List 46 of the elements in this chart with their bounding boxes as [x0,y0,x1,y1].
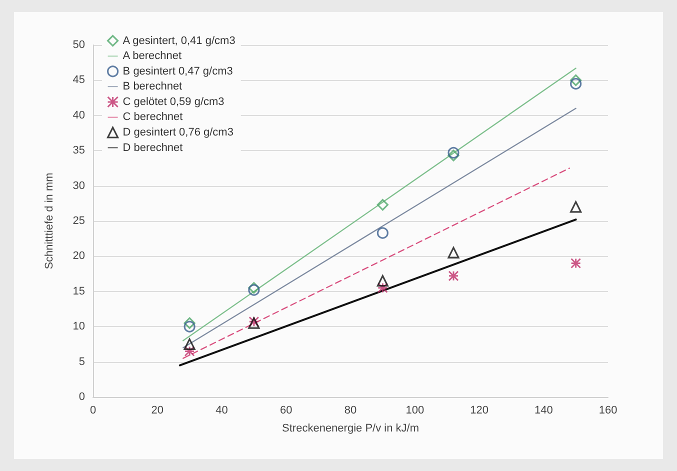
y-tick-label: 40 [72,109,85,122]
y-tick-label: 25 [72,215,85,227]
legend-label: D berechnet [122,142,183,154]
y-tick-label: 10 [72,320,85,333]
point [376,227,388,239]
point [570,201,582,213]
legend-label: B berechnet [122,80,182,93]
y-tick-label: 15 [72,285,85,298]
point [184,317,196,329]
legend-label: A gesintert, 0,41 g/cm3 [122,34,236,47]
point [570,74,582,86]
point [448,146,460,159]
y-tick-label: 5 [78,356,85,368]
point [448,246,460,258]
point [377,282,388,294]
x-tick-label: 60 [280,404,292,416]
legend-label: D gesintert 0,76 g/cm3 [122,126,234,138]
point [184,346,195,356]
y-axis-title: Schnitttiefe d in mm [44,172,56,270]
point [448,270,459,282]
x-axis-title: Streckenenergie P/v in kJ/m [282,422,419,434]
x-tick-label: 100 [406,404,424,416]
x-tick-label: 0 [90,404,96,416]
legend-label: A berechnet [122,50,182,62]
point [570,78,582,90]
point [570,258,582,268]
y-tick-label: 20 [72,250,85,262]
point [184,338,196,350]
legend-label: C berechnet [122,111,183,124]
legend-label: C gelötet 0,59 g/cm3 [122,96,224,108]
x-tick-label: 40 [216,404,228,416]
y-tick-label: 50 [72,39,85,51]
legend-label: B gesintert 0,47 g/cm3 [122,65,233,78]
x-tick-label: 160 [598,404,618,416]
point [376,199,388,211]
point [448,150,460,162]
x-tick-label: 120 [470,404,488,416]
x-tick-label: 80 [344,404,357,416]
x-tick-label: 20 [151,404,164,416]
y-tick-label: 30 [72,180,85,192]
point [184,320,196,332]
y-tick-label: 35 [72,144,85,157]
x-tick-label: 140 [534,404,553,416]
y-tick-label: 45 [72,74,85,86]
y-tick-label: 0 [78,391,85,403]
point [376,275,388,287]
